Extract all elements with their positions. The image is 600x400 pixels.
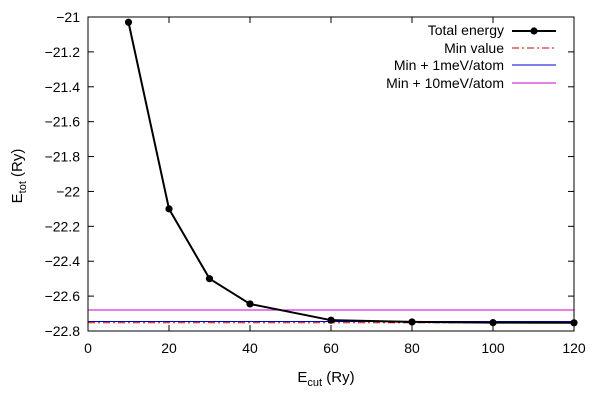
legend-label-min-10mev: Min + 10meV/atom — [386, 75, 504, 91]
legend: Total energy Min value Min + 1meV/atom M… — [386, 22, 556, 91]
x-axis-label-main: E — [297, 369, 307, 386]
y-tick-label-9: −22.8 — [45, 323, 81, 339]
y-axis-label-main: E — [9, 193, 26, 203]
y-axis-label-sub: tot — [17, 181, 29, 193]
x-axis-label-unit: (Ry) — [322, 369, 355, 386]
y-axis-label: Etot (Ry) — [9, 149, 29, 204]
data-point-0-6 — [489, 319, 497, 327]
y-axis-label-unit: (Ry) — [9, 149, 26, 182]
legend-swatch-point-0 — [530, 27, 538, 35]
y-tick-label-8: −22.6 — [45, 288, 81, 304]
y-tick-label-1: −21.2 — [45, 44, 81, 60]
x-tick-label-4: 80 — [404, 340, 420, 356]
x-tick-label-6: 120 — [562, 340, 586, 356]
legend-swatches — [512, 27, 556, 84]
y-tick-label-0: −21 — [56, 9, 80, 25]
legend-label-min-value: Min value — [444, 40, 504, 56]
y-tick-label-6: −22.2 — [45, 218, 81, 234]
x-tick-label-1: 20 — [161, 340, 177, 356]
data-point-0-2 — [205, 275, 214, 283]
x-axis-label: Ecut (Ry) — [297, 369, 354, 389]
y-tick-label-5: −22 — [56, 183, 80, 199]
x-tick-label-2: 40 — [242, 340, 258, 356]
y-tick-label-4: −21.8 — [45, 149, 81, 165]
data-point-0-3 — [246, 300, 254, 308]
y-tick-label-2: −21.4 — [45, 79, 81, 95]
x-tick-label-0: 0 — [84, 340, 92, 356]
x-axis-label-sub: cut — [307, 377, 322, 389]
data-point-0-5 — [408, 318, 416, 326]
data-series — [124, 18, 578, 327]
x-tick-label-5: 100 — [481, 340, 505, 356]
y-axis-ticks: −21 −21.2 −21.4 −21.6 −21.8 −22 −22.2 −22.4 −22.… — [45, 9, 574, 339]
data-point-0-4 — [327, 316, 335, 324]
series-line-0 — [127, 22, 575, 324]
data-point-0-1 — [165, 205, 173, 213]
data-point-0-0 — [124, 18, 133, 26]
x-axis-ticks: 0 20 40 60 80 100 120 — [84, 17, 586, 356]
legend-label-min-1mev: Min + 1meV/atom — [394, 57, 504, 73]
y-tick-label-3: −21.6 — [45, 114, 81, 130]
y-tick-label-7: −22.4 — [45, 253, 81, 269]
legend-label-total-energy: Total energy — [428, 22, 504, 38]
x-tick-label-3: 60 — [323, 340, 339, 356]
